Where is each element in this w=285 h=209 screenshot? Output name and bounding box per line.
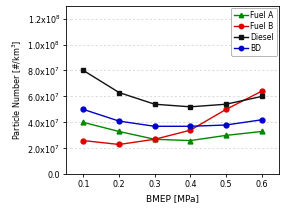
Line: Diesel: Diesel bbox=[81, 68, 264, 109]
BD bbox=[153, 125, 156, 127]
Fuel A bbox=[117, 130, 121, 133]
BD bbox=[82, 108, 85, 111]
Line: BD: BD bbox=[81, 107, 264, 129]
Legend: Fuel A, Fuel B, Diesel, BD: Fuel A, Fuel B, Diesel, BD bbox=[231, 8, 277, 56]
Line: Fuel B: Fuel B bbox=[81, 89, 264, 147]
Fuel A bbox=[153, 138, 156, 140]
BD bbox=[117, 120, 121, 122]
Fuel A bbox=[260, 130, 263, 133]
Fuel B bbox=[117, 143, 121, 146]
Line: Fuel A: Fuel A bbox=[81, 120, 264, 143]
Fuel B bbox=[153, 138, 156, 140]
Diesel bbox=[260, 95, 263, 98]
Fuel B bbox=[224, 108, 228, 111]
Fuel A bbox=[189, 139, 192, 142]
X-axis label: BMEP [MPa]: BMEP [MPa] bbox=[146, 194, 199, 203]
Y-axis label: Particle Number [#/km$^3$]: Particle Number [#/km$^3$] bbox=[11, 40, 25, 140]
Fuel B bbox=[189, 129, 192, 131]
Fuel A bbox=[82, 121, 85, 124]
Fuel A bbox=[224, 134, 228, 137]
Fuel B bbox=[260, 90, 263, 93]
BD bbox=[260, 119, 263, 121]
BD bbox=[224, 124, 228, 126]
Diesel bbox=[189, 106, 192, 108]
Diesel bbox=[82, 69, 85, 72]
Diesel bbox=[117, 91, 121, 94]
Diesel bbox=[153, 103, 156, 106]
BD bbox=[189, 125, 192, 127]
Fuel B bbox=[82, 139, 85, 142]
Diesel bbox=[224, 103, 228, 106]
